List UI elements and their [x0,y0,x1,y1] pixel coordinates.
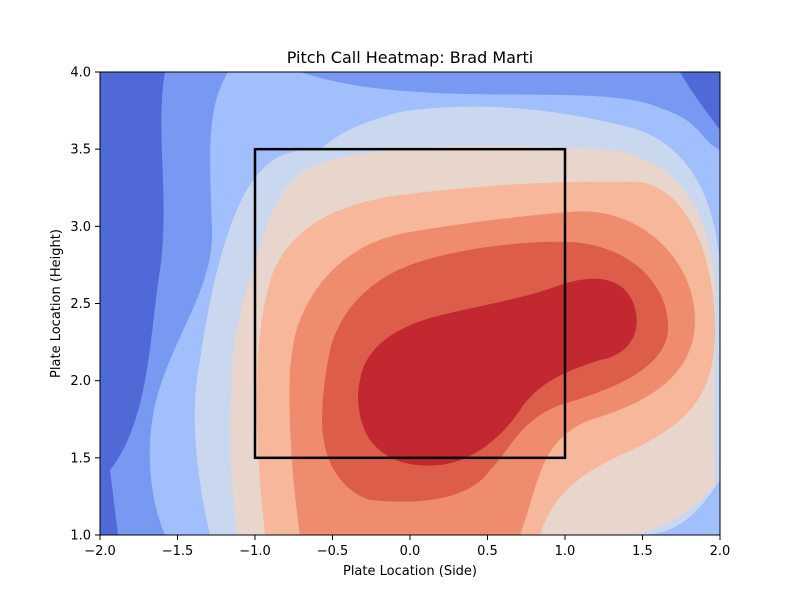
chart-title: Pitch Call Heatmap: Brad Marti [287,48,533,67]
strike-zone [253,147,567,460]
y-tick-label: 2.0 [70,374,91,389]
y-axis-label: Plate Location (Height) [49,229,64,378]
y-tick-label: 2.5 [70,297,91,312]
y-axis: 1.0 1.5 2.0 2.5 3.0 3.5 4.0 [70,66,100,544]
x-axis-label: Plate Location (Side) [343,564,477,579]
x-tick-label: 1.5 [632,544,653,559]
y-tick-label: 1.0 [70,529,91,544]
contour-level-8 [358,278,637,466]
x-tick-label: −0.5 [317,544,349,559]
x-tick-label: 0.0 [400,544,421,559]
plot-area [100,72,720,535]
x-tick-label: 2.0 [710,544,731,559]
x-tick-label: 0.5 [477,544,498,559]
x-tick-label: −2.0 [84,544,116,559]
x-tick-label: 1.0 [555,544,576,559]
y-tick-label: 3.0 [70,220,91,235]
y-tick-label: 3.5 [70,143,91,158]
y-tick-label: 4.0 [70,66,91,81]
contour-fills [100,72,720,535]
x-tick-label: −1.5 [162,544,194,559]
x-axis: −2.0 −1.5 −1.0 −0.5 0.0 0.5 1.0 1.5 2.0 [84,535,730,559]
y-tick-label: 1.5 [70,451,91,466]
x-tick-label: −1.0 [239,544,271,559]
